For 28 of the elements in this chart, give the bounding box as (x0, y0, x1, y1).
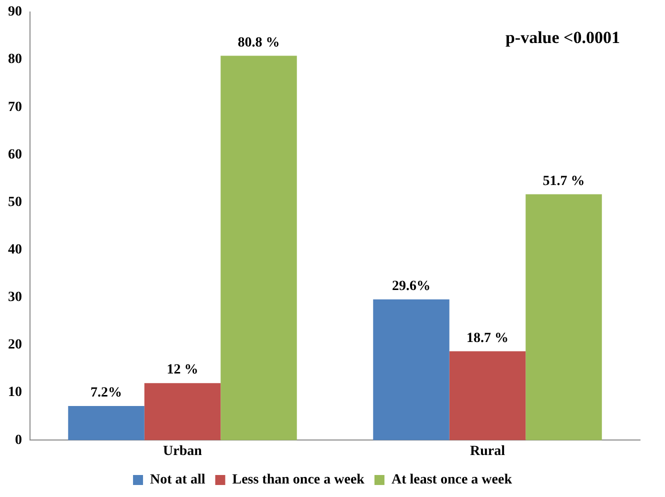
bar (144, 383, 221, 440)
annotation: p-value <0.0001 (505, 28, 620, 47)
bar (220, 56, 297, 440)
bar (68, 406, 144, 440)
bar (449, 351, 526, 440)
legend-label: Not at all (150, 472, 206, 488)
y-tick-label: 90 (8, 4, 22, 20)
data-label: 29.6% (392, 278, 430, 294)
legend-label: Less than once a week (232, 472, 365, 488)
x-tick-label: Rural (470, 444, 506, 460)
y-tick-label: 50 (8, 194, 22, 210)
data-label: 12 % (166, 362, 198, 378)
y-tick-label: 0 (15, 432, 22, 448)
y-tick-label: 60 (8, 147, 22, 162)
y-tick-label: 20 (8, 338, 22, 353)
y-tick-label: 10 (8, 385, 22, 400)
y-tick-label: 40 (8, 242, 22, 258)
y-tick-label: 80 (8, 52, 22, 68)
y-tick-label: 30 (8, 290, 22, 306)
data-label: 7.2% (90, 386, 122, 401)
x-tick-label: Urban (163, 444, 202, 460)
y-tick-label: 70 (8, 100, 22, 115)
data-label: 80.8 % (238, 35, 280, 50)
data-label: 51.7 % (542, 174, 585, 189)
data-label: 18.7 % (466, 330, 508, 346)
legend-label: At least once a week (391, 472, 512, 488)
bar (526, 194, 602, 440)
bar (373, 299, 450, 440)
